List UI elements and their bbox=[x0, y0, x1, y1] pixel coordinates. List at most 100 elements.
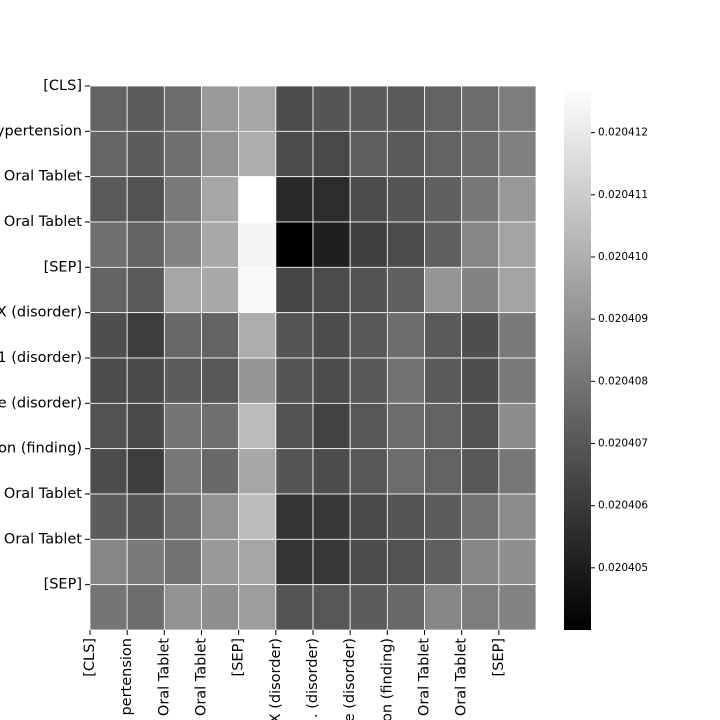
heatmap-cell bbox=[89, 176, 128, 223]
row-tick-labels: [CLS] ypertension Oral Tablet Oral Tablet [S… bbox=[0, 78, 90, 593]
column-tick-label: [SEP] bbox=[231, 638, 247, 676]
heatmap-cell bbox=[126, 357, 165, 404]
heatmap-cell bbox=[163, 176, 202, 223]
heatmap-cell bbox=[386, 448, 425, 495]
column-tick-label: on (finding) bbox=[379, 638, 395, 720]
heatmap-cell bbox=[461, 493, 500, 540]
heatmap-cell bbox=[89, 266, 128, 314]
heatmap-cell bbox=[275, 538, 314, 586]
heatmap-cell bbox=[386, 85, 425, 132]
heatmap-cell bbox=[201, 130, 240, 178]
heatmap-cell bbox=[461, 221, 500, 268]
heatmap-cell bbox=[238, 584, 277, 631]
heatmap-cell bbox=[126, 448, 165, 495]
heatmap-cell bbox=[275, 266, 314, 314]
heatmap-cell bbox=[201, 538, 240, 586]
heatmap-cell bbox=[498, 176, 537, 223]
heatmap-cell bbox=[312, 221, 351, 268]
heatmap-cell bbox=[312, 85, 351, 132]
heatmap-cell bbox=[126, 176, 165, 223]
heatmap-cell bbox=[349, 85, 388, 132]
heatmap-cell bbox=[275, 221, 314, 268]
colorbar-tick-label: 0.020412 bbox=[598, 127, 648, 139]
heatmap-cell bbox=[89, 448, 128, 495]
heatmap-cell bbox=[275, 584, 314, 631]
heatmap-cell bbox=[461, 448, 500, 495]
column-tick-label: X (disorder) bbox=[268, 638, 284, 720]
heatmap-cell bbox=[461, 312, 500, 359]
heatmap-cell bbox=[163, 130, 202, 178]
heatmap-cell bbox=[126, 221, 165, 268]
heatmap-cell bbox=[498, 584, 537, 631]
row-tick-label: [CLS] bbox=[43, 78, 82, 94]
heatmap-cell bbox=[201, 266, 240, 314]
colorbar-tick-label: 0.020407 bbox=[598, 437, 648, 449]
heatmap-cell bbox=[201, 448, 240, 495]
row-tick-label: [SEP] bbox=[44, 577, 82, 593]
heatmap-cell bbox=[498, 493, 537, 540]
heatmap-cell bbox=[461, 402, 500, 450]
heatmap-cell bbox=[461, 130, 500, 178]
colorbar-tick-label: 0.020410 bbox=[598, 251, 648, 263]
heatmap-cell bbox=[238, 266, 277, 314]
column-tick-label: Oral Tablet bbox=[454, 638, 470, 716]
heatmap-cell bbox=[238, 538, 277, 586]
heatmap-cell bbox=[275, 448, 314, 495]
heatmap-cell bbox=[386, 538, 425, 586]
heatmap-cell bbox=[275, 357, 314, 404]
heatmap-cell bbox=[126, 130, 165, 178]
heatmap-cell bbox=[126, 402, 165, 450]
heatmap-cell bbox=[386, 493, 425, 540]
heatmap-cell bbox=[275, 130, 314, 178]
heatmap-cell bbox=[312, 402, 351, 450]
colorbar-tick-label: 0.020406 bbox=[598, 500, 648, 512]
heatmap-cell bbox=[163, 493, 202, 540]
heatmap-cell bbox=[349, 266, 388, 314]
heatmap-cell bbox=[424, 312, 463, 359]
column-tick-label: [SEP] bbox=[491, 638, 507, 676]
colorbar bbox=[564, 86, 591, 630]
heatmap-cell bbox=[238, 448, 277, 495]
heatmap-cell bbox=[275, 402, 314, 450]
heatmap-cell bbox=[498, 448, 537, 495]
heatmap-cell bbox=[163, 448, 202, 495]
heatmap-cell bbox=[312, 538, 351, 586]
heatmap-cell bbox=[201, 221, 240, 268]
heatmap-cell bbox=[386, 312, 425, 359]
heatmap-cell bbox=[424, 176, 463, 223]
row-tick-label: e (disorder) bbox=[0, 395, 82, 411]
heatmap-cell bbox=[498, 312, 537, 359]
heatmap-cell bbox=[461, 266, 500, 314]
column-tick-label: Oral Tablet bbox=[417, 638, 433, 716]
heatmap-cell bbox=[275, 85, 314, 132]
heatmap-cell bbox=[312, 312, 351, 359]
row-tick-label: on (finding) bbox=[0, 441, 82, 457]
row-tick-label: Oral Tablet bbox=[4, 214, 82, 230]
colorbar-tick-label: 0.020408 bbox=[598, 375, 648, 387]
heatmap-cell bbox=[498, 357, 537, 404]
heatmap-cell bbox=[201, 357, 240, 404]
heatmap-cell bbox=[163, 357, 202, 404]
heatmap-cell bbox=[163, 312, 202, 359]
row-tick-label: [SEP] bbox=[44, 259, 82, 275]
heatmap-cell bbox=[312, 584, 351, 631]
heatmap-cell bbox=[349, 221, 388, 268]
heatmap-cell bbox=[163, 266, 202, 314]
heatmap-cell bbox=[386, 357, 425, 404]
heatmap-cell bbox=[89, 493, 128, 540]
heatmap-cell bbox=[349, 176, 388, 223]
heatmap-cell bbox=[89, 85, 128, 132]
heatmap-cell bbox=[424, 130, 463, 178]
heatmap-cell bbox=[498, 85, 537, 132]
heatmap-cell bbox=[349, 448, 388, 495]
heatmap-cell bbox=[126, 493, 165, 540]
heatmap-cell bbox=[89, 584, 128, 631]
heatmap-cell bbox=[498, 221, 537, 268]
column-tick-labels: [CLS] pertension Oral Tablet Oral Tablet [SE… bbox=[82, 630, 507, 720]
heatmap-cell bbox=[201, 312, 240, 359]
heatmap-cell bbox=[349, 493, 388, 540]
heatmap-cell bbox=[461, 357, 500, 404]
heatmap-cell bbox=[424, 448, 463, 495]
heatmap-cell bbox=[424, 85, 463, 132]
